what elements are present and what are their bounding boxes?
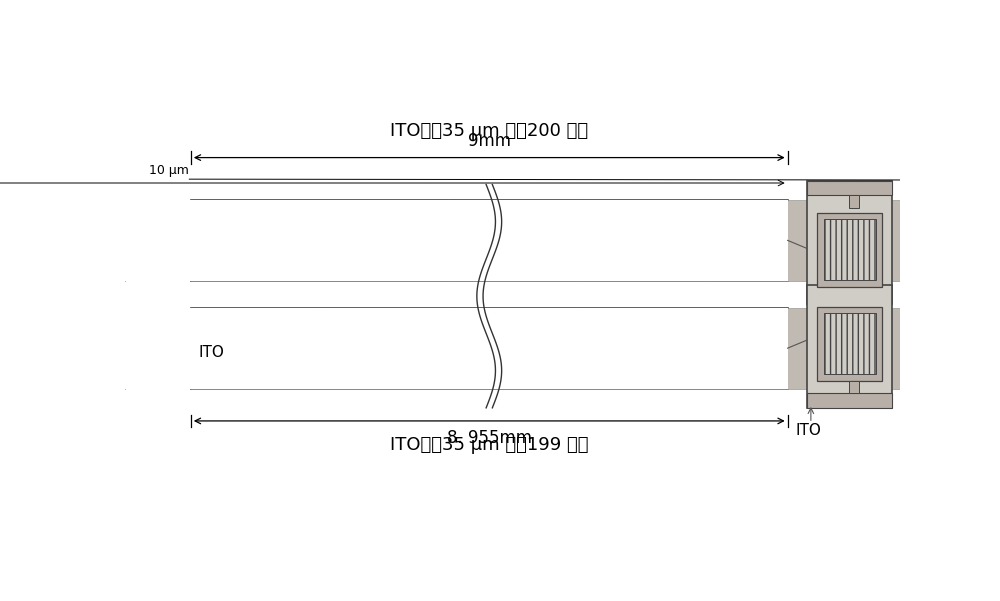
Bar — [807, 285, 892, 408]
Bar — [0, 308, 125, 389]
Bar — [191, 308, 1000, 389]
Bar — [807, 181, 892, 304]
Bar — [0, 200, 125, 281]
Bar — [817, 307, 882, 381]
Bar — [125, 200, 788, 281]
Bar — [191, 200, 1000, 281]
Bar — [191, 200, 788, 281]
Text: 9mm: 9mm — [468, 132, 511, 150]
Bar — [817, 213, 882, 287]
Bar — [807, 181, 892, 195]
Bar — [824, 219, 876, 280]
Bar — [191, 308, 788, 389]
Text: 8. 955mm: 8. 955mm — [447, 429, 532, 447]
Text: 10 μm: 10 μm — [149, 164, 189, 177]
Bar — [849, 195, 859, 208]
Bar — [849, 381, 859, 393]
Text: ITO线（35 μm 宽，199 根）: ITO线（35 μm 宽，199 根） — [390, 436, 588, 454]
Bar — [807, 393, 892, 408]
Text: ITO: ITO — [199, 345, 224, 360]
Text: ITO: ITO — [795, 423, 821, 438]
Bar — [125, 308, 788, 389]
Text: ITO线（35 μm 宽，200 根）: ITO线（35 μm 宽，200 根） — [390, 122, 588, 140]
Bar — [824, 313, 876, 374]
